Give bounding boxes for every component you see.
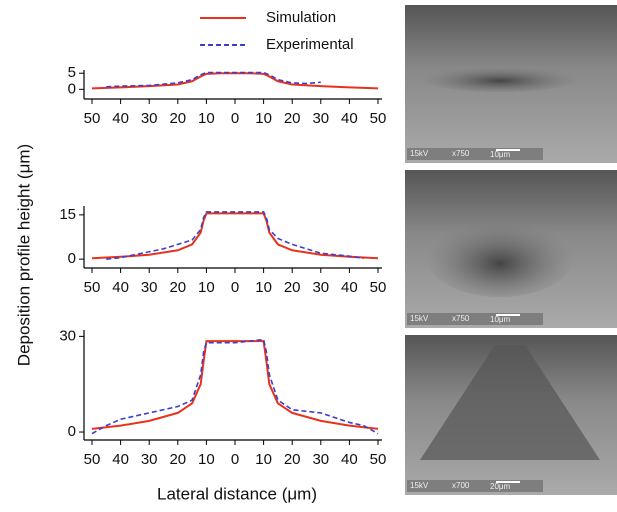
x-tick-label: 40: [112, 110, 129, 127]
x-tick-label: 40: [341, 451, 358, 468]
caption-voltage: 15kV: [410, 149, 429, 158]
x-tick-label: 30: [141, 279, 158, 296]
y-tick-label: 30: [59, 327, 76, 344]
caption-scale: 20μm: [490, 482, 511, 491]
caption-magnification: x750: [452, 314, 470, 323]
x-tick-label: 0: [231, 110, 239, 127]
caption-scale: 10μm: [490, 315, 511, 324]
series-line: [106, 211, 364, 260]
x-tick-label: 50: [84, 451, 101, 468]
x-tick-label: 20: [169, 110, 186, 127]
x-tick-label: 40: [112, 451, 129, 468]
x-tick-label: 20: [284, 110, 301, 127]
deposit: [425, 213, 575, 297]
y-tick-label: 0: [68, 250, 76, 267]
x-tick-label: 0: [231, 279, 239, 296]
x-tick-label: 40: [112, 279, 129, 296]
x-tick-label: 10: [198, 279, 215, 296]
x-tick-label: 20: [284, 279, 301, 296]
x-tick-label: 10: [255, 279, 272, 296]
x-axis-label: Lateral distance (μm): [157, 484, 317, 503]
x-tick-label: 20: [169, 451, 186, 468]
caption-magnification: x750: [452, 149, 470, 158]
series-line: [106, 71, 321, 88]
x-tick-label: 50: [370, 110, 387, 127]
x-tick-label: 30: [312, 279, 329, 296]
y-tick-label: 0: [68, 80, 76, 97]
x-tick-label: 0: [231, 451, 239, 468]
y-tick-label: 15: [59, 206, 76, 223]
series-line: [91, 340, 379, 430]
caption-voltage: 15kV: [410, 481, 429, 490]
x-tick-label: 10: [255, 110, 272, 127]
x-tick-label: 10: [198, 451, 215, 468]
x-tick-label: 20: [284, 451, 301, 468]
x-tick-label: 50: [84, 279, 101, 296]
series-line: [91, 212, 379, 260]
x-tick-label: 30: [312, 110, 329, 127]
sem-images: [405, 5, 617, 495]
x-tick-label: 10: [198, 110, 215, 127]
x-tick-label: 40: [341, 110, 358, 127]
x-tick-label: 50: [370, 451, 387, 468]
y-tick-label: 5: [68, 64, 76, 81]
legend-label: Experimental: [266, 36, 354, 53]
x-tick-label: 50: [370, 279, 387, 296]
y-tick-label: 0: [68, 423, 76, 440]
x-tick-label: 50: [84, 110, 101, 127]
deposit: [420, 345, 600, 460]
caption-magnification: x700: [452, 481, 470, 490]
x-tick-label: 30: [141, 451, 158, 468]
y-axis-label: Deposition profile height (μm): [14, 144, 33, 366]
x-tick-label: 40: [341, 279, 358, 296]
caption-scale: 10μm: [490, 150, 511, 159]
deposit: [420, 64, 580, 92]
caption-voltage: 15kV: [410, 314, 429, 323]
legend-label: Simulation: [266, 9, 336, 26]
x-tick-label: 20: [169, 279, 186, 296]
x-tick-label: 10: [255, 451, 272, 468]
x-tick-label: 30: [312, 451, 329, 468]
series-line: [91, 338, 379, 435]
x-tick-label: 30: [141, 110, 158, 127]
